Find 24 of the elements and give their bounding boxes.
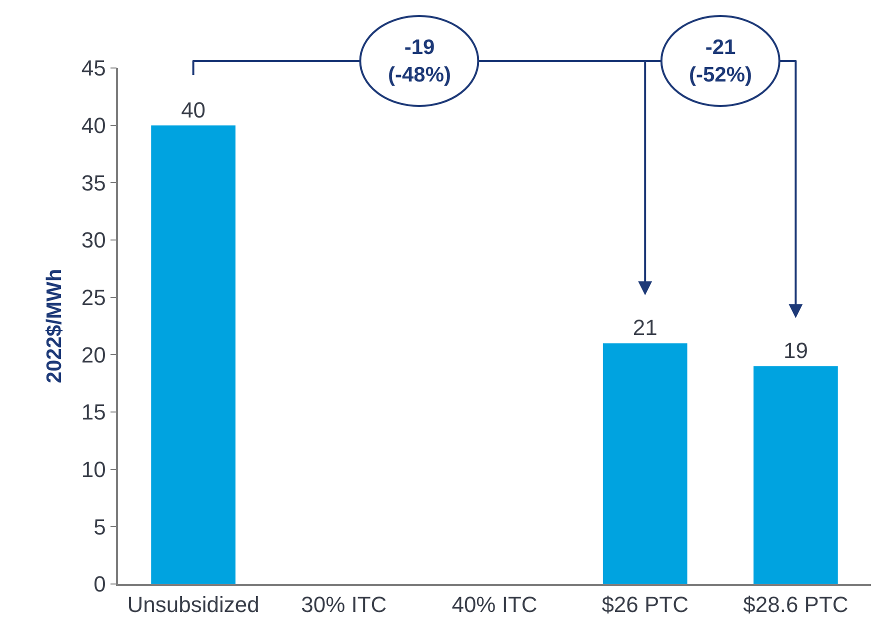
x-tick-label: $28.6 PTC [743,592,848,618]
y-tick-label: 10 [81,457,106,482]
bar [602,343,688,584]
y-tick-label: 45 [81,56,106,81]
y-tick-label: 25 [81,285,106,310]
annotation: -21 (-52%) [689,36,752,86]
x-tick-label: Unsubsidized [127,592,260,618]
y-tick-label: 5 [94,514,106,540]
annotation: -19 (-48%) [388,36,452,86]
data-label: 19 [783,338,808,364]
y-tick-label: 40 [81,113,106,138]
y-tick-label: 0 [94,572,106,597]
data-label: 21 [632,315,658,340]
bar [151,125,236,584]
y-tick-label: 35 [81,170,106,196]
y-tick-label: 20 [81,342,106,368]
x-tick-label: 40% ITC [452,592,538,618]
y-tick-label: 15 [81,400,106,425]
data-label: 40 [181,97,206,122]
y-tick-label: 30 [81,228,106,253]
y-axis-title: 2022$/MWh [43,268,66,384]
bar [754,366,838,584]
x-tick-label: 30% ITC [301,592,387,618]
x-tick-label: $26 PTC [602,592,689,618]
